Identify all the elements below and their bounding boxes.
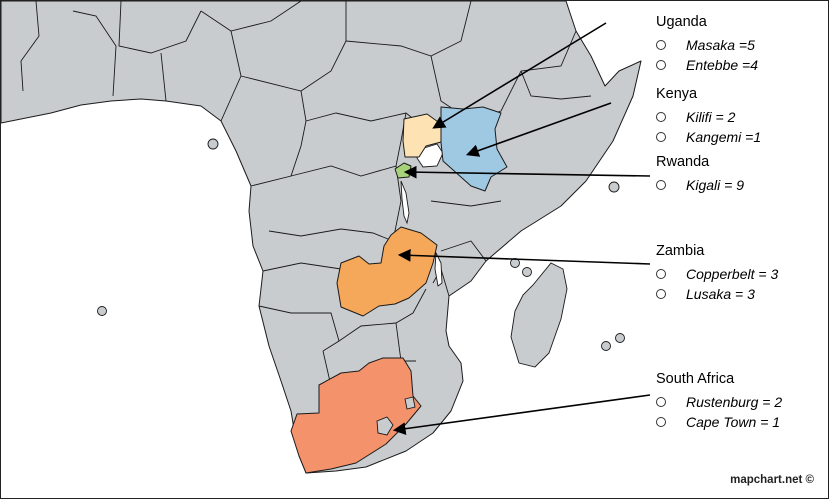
legend-site: Cape Town = 1	[656, 412, 782, 432]
legend-country-label: South Africa	[656, 371, 735, 387]
circle-bullet-icon	[656, 132, 666, 142]
circle-bullet-icon	[656, 417, 666, 427]
legend-site: Masaka =5	[656, 35, 758, 55]
arrow-kenya	[465, 102, 612, 157]
country-borders	[20, 1, 592, 397]
eswatini	[404, 396, 416, 410]
country-uganda[interactable]	[402, 113, 442, 158]
island-seychelles	[608, 181, 620, 193]
arrow-rwanda	[403, 165, 651, 179]
lesotho	[376, 416, 394, 436]
circle-bullet-icon	[656, 397, 666, 407]
circle-bullet-icon	[656, 180, 666, 190]
legend-country-label: Zambia	[656, 243, 705, 259]
legend-site: Entebbe =4	[656, 55, 758, 75]
legend-country-label: Rwanda	[656, 154, 710, 170]
island-comoros-2	[522, 267, 532, 277]
circle-bullet-icon	[656, 289, 666, 299]
legend-country-label: Uganda	[656, 14, 707, 30]
madagascar	[510, 262, 568, 368]
lake-tanganyika	[400, 180, 410, 225]
country-zambia[interactable]	[336, 226, 438, 317]
legend-rwanda: Rwanda Kigali = 9	[656, 153, 744, 195]
legend-site: Kangemi =1	[656, 127, 761, 147]
island-mauritius	[615, 333, 625, 343]
island-sao-tome	[97, 306, 107, 316]
lake-malawi	[434, 251, 443, 287]
arrow-zambia	[397, 248, 651, 265]
legend-kenya: Kenya Kilifi = 2 Kangemi =1	[656, 85, 761, 147]
arrow-south-africa	[392, 394, 651, 436]
island-reunion	[601, 341, 611, 351]
arrow-uganda	[432, 22, 607, 129]
circle-bullet-icon	[656, 269, 666, 279]
circle-bullet-icon	[656, 60, 666, 70]
circle-bullet-icon	[656, 40, 666, 50]
legend-country-label: Kenya	[656, 86, 698, 102]
map-credit: mapchart.net ©	[730, 474, 814, 486]
legend-site: Copperbelt = 3	[656, 264, 778, 284]
legend-site: Kigali = 9	[656, 175, 744, 195]
island-bioko	[207, 138, 219, 150]
circle-bullet-icon	[656, 112, 666, 122]
legend-zambia: Zambia Copperbelt = 3 Lusaka = 3	[656, 242, 778, 304]
legend-uganda: Uganda Masaka =5 Entebbe =4	[656, 13, 758, 75]
legend-south-africa: South Africa Rustenburg = 2 Cape Town = …	[656, 370, 782, 432]
legend-site: Lusaka = 3	[656, 284, 778, 304]
legend-site: Kilifi = 2	[656, 107, 761, 127]
legend-site: Rustenburg = 2	[656, 392, 782, 412]
